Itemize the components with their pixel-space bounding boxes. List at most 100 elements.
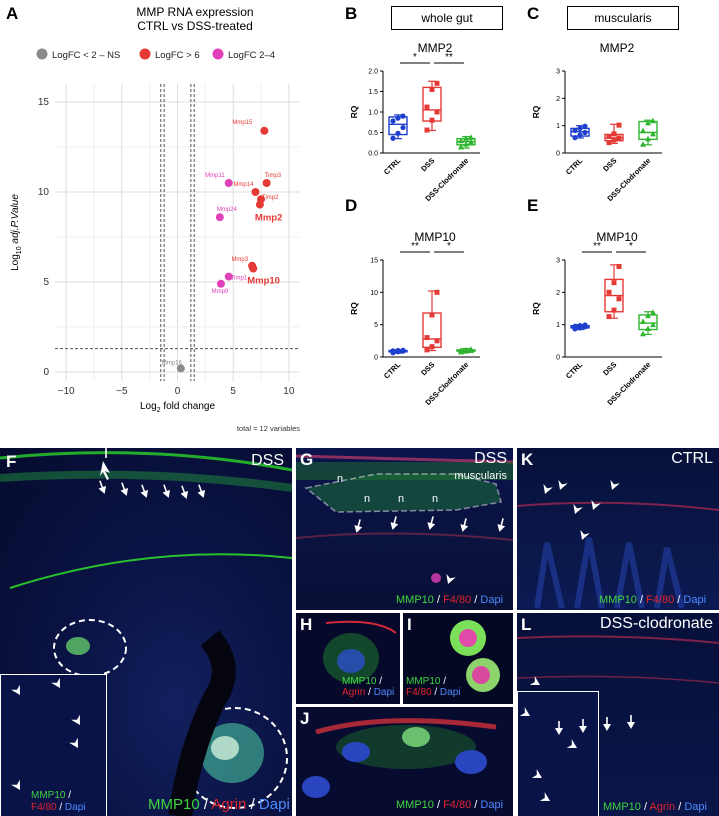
- data-point: [463, 140, 469, 147]
- sig-label-1: *: [447, 241, 451, 252]
- muscularis-box: muscularis: [567, 6, 679, 30]
- box-group-0: [570, 123, 590, 141]
- sig-label-0: **: [411, 241, 419, 252]
- box-ytick-label-2: 1.0: [368, 110, 378, 117]
- j-dapi-label: Dapi: [480, 799, 504, 811]
- y-tick-2: 10: [38, 187, 50, 198]
- data-point: [611, 280, 617, 286]
- box-ytick-label-1: 1: [556, 322, 560, 329]
- legend-marker-2: [212, 48, 224, 60]
- f-mmp10-label: MMP10: [148, 796, 200, 813]
- box-ytick-label-2: 10: [370, 290, 378, 297]
- box-category-1: DSS: [419, 156, 436, 173]
- box-group-2: [456, 134, 476, 150]
- g-nucleus-label-3: n: [398, 493, 405, 505]
- point-mmp11: [224, 179, 233, 187]
- box-category-0: CTRL: [382, 156, 403, 177]
- data-point: [582, 129, 588, 136]
- k-mmp10-label: MMP10: [599, 594, 637, 606]
- box-group-0: [388, 347, 408, 356]
- g-nucleus-label-4: n: [432, 493, 439, 505]
- micrograph-f-art: [0, 448, 292, 816]
- legend-label-2: LogFC 2–4: [228, 50, 275, 61]
- data-point: [400, 113, 406, 119]
- panel-letter-b: B: [345, 4, 358, 23]
- data-point: [424, 127, 430, 133]
- data-point: [390, 135, 396, 141]
- box-ylabel-e: RQ: [531, 302, 541, 315]
- box-ylabel-b: RQ: [349, 105, 359, 118]
- data-point: [468, 346, 474, 352]
- box-group-1: [422, 80, 442, 133]
- y-tick-1: 5: [43, 277, 49, 288]
- data-point: [640, 330, 646, 337]
- data-point: [400, 347, 406, 353]
- i-mmp10-label: MMP10: [406, 676, 441, 687]
- box-ylabel-d: RQ: [349, 302, 359, 315]
- data-point: [650, 117, 656, 124]
- f-agrin-label: Agrin: [211, 796, 247, 813]
- g-mmp10-label: MMP10: [396, 594, 434, 606]
- k-dapi-label: Dapi: [683, 594, 707, 606]
- f-dapi-label: Dapi: [258, 796, 290, 813]
- data-point: [458, 137, 464, 144]
- x-tick-4: 10: [283, 386, 295, 397]
- box-ytick-label-0: 0: [556, 151, 560, 158]
- point-label-mmp9: Mmp9: [212, 289, 229, 295]
- micrograph-h-art: [323, 620, 397, 683]
- h-mmp10-label: MMP10: [342, 676, 377, 687]
- panel-letter-k: K: [521, 450, 534, 469]
- y-axis-label: Log10 adj.P.Value: [10, 194, 23, 271]
- data-point: [434, 338, 440, 344]
- data-point: [650, 321, 656, 328]
- micrograph-f-tag: DSS: [251, 452, 284, 469]
- panel-letter-a: A: [6, 4, 19, 23]
- j-f480-label: F4/80: [443, 799, 472, 811]
- box-title-b: MMP2: [418, 41, 453, 55]
- micrograph-l: DSS-clodronate MMP10 / Agrin / Dapi: [517, 613, 719, 816]
- data-point: [606, 140, 612, 146]
- micrograph-h-caption: MMP10 / Agrin / Dapi: [342, 676, 395, 698]
- legend-label-1: LogFC > 6: [155, 50, 200, 61]
- box-group-2: [456, 346, 476, 355]
- box-ytick-label-1: 5: [374, 322, 378, 329]
- box-ytick-label-3: 3: [556, 258, 560, 265]
- data-point: [606, 134, 612, 140]
- micrograph-g: n n n n DSS muscularis MMP10 / F4/80 / D…: [296, 448, 513, 610]
- sig-label-1: **: [445, 52, 453, 63]
- box-ytick-label-2: 2: [556, 96, 560, 103]
- micrograph-i: MMP10 / F4/80 / Dapi: [403, 613, 513, 704]
- data-point: [429, 117, 435, 123]
- data-point: [606, 289, 612, 295]
- data-point: [429, 312, 435, 318]
- micrograph-l-art: [517, 635, 719, 684]
- point-mmp10: [249, 264, 258, 273]
- box-category-0: CTRL: [564, 156, 585, 177]
- volcano-note: total = 12 variables: [237, 424, 300, 431]
- data-point: [577, 323, 583, 329]
- micrograph-k-art: [517, 501, 719, 609]
- box-ytick-label-0: 0: [556, 355, 560, 362]
- volcano-title: MMP RNA expression CTRL vs DSS-treated: [95, 5, 295, 33]
- h-agrin-label: Agrin: [342, 687, 366, 698]
- micrograph-j: MMP10 / F4/80 / Dapi: [296, 707, 513, 816]
- point-label-mmp16: Mmp16: [162, 360, 183, 366]
- l-agrin-label: Agrin: [649, 801, 676, 813]
- data-point: [572, 127, 578, 134]
- data-point: [463, 135, 469, 141]
- box-group-2: [638, 117, 658, 147]
- micrograph-f-caption: MMP10 / Agrin / Dapi: [148, 796, 290, 813]
- data-point: [434, 109, 440, 115]
- i-dapi-label: Dapi: [439, 687, 461, 698]
- point-label-mmp3: Mmp3: [231, 257, 248, 263]
- y-tick-0: 0: [43, 367, 49, 378]
- micrograph-g-tag: DSS: [474, 450, 507, 467]
- point-label-mmp14: Mmp14: [233, 182, 254, 188]
- micrograph-g-subtag: muscularis: [454, 470, 507, 482]
- panel-letter-l: L: [521, 615, 532, 634]
- data-point: [390, 118, 396, 124]
- point-label-mmp15: Mmp15: [232, 120, 253, 126]
- box-category-1: DSS: [601, 360, 618, 377]
